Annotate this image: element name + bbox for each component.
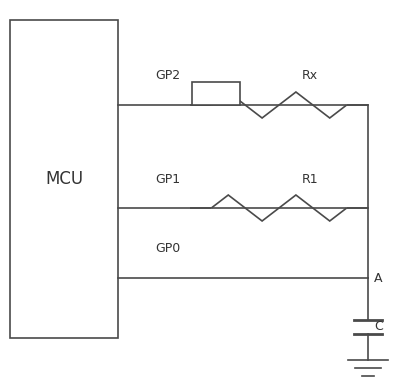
Text: R1: R1	[302, 173, 319, 186]
Text: GP0: GP0	[155, 242, 180, 255]
Text: A: A	[374, 272, 383, 285]
Text: MCU: MCU	[45, 170, 83, 188]
Text: GP1: GP1	[155, 173, 180, 186]
Text: Rx: Rx	[302, 69, 318, 82]
Bar	[192, 82, 240, 105]
Text: GP2: GP2	[155, 69, 180, 82]
Text: C: C	[374, 321, 383, 334]
Bar	[10, 20, 118, 338]
